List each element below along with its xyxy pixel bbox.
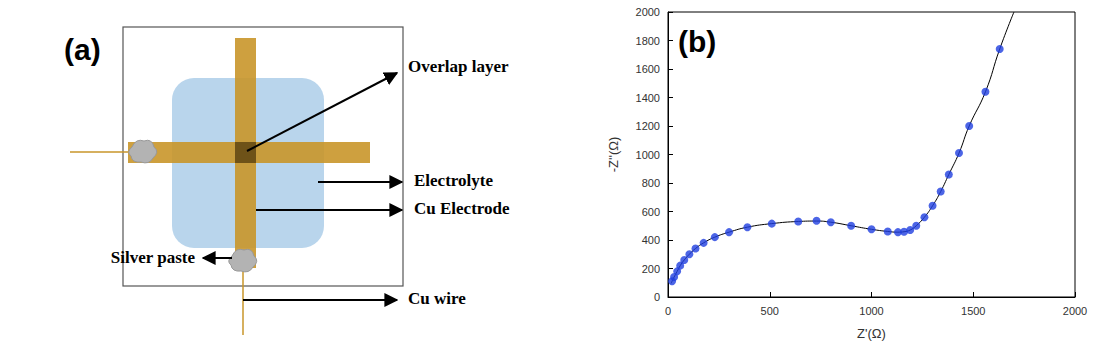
svg-text:(b): (b): [678, 25, 716, 58]
svg-text:Z'(Ω): Z'(Ω): [857, 326, 886, 341]
svg-text:0: 0: [654, 291, 660, 303]
svg-text:500: 500: [761, 305, 779, 317]
svg-text:600: 600: [642, 206, 660, 218]
svg-text:Cu Electrode: Cu Electrode: [414, 199, 510, 218]
svg-text:1000: 1000: [859, 305, 883, 317]
svg-text:(a): (a): [64, 33, 101, 66]
svg-text:Cu wire: Cu wire: [408, 289, 466, 308]
svg-text:200: 200: [642, 263, 660, 275]
svg-text:0: 0: [665, 305, 671, 317]
svg-text:Silver paste: Silver paste: [111, 248, 196, 267]
svg-text:1600: 1600: [636, 63, 660, 75]
svg-text:2000: 2000: [1063, 305, 1087, 317]
svg-text:1200: 1200: [636, 120, 660, 132]
svg-text:-Z''(Ω): -Z''(Ω): [606, 137, 621, 173]
svg-text:1400: 1400: [636, 92, 660, 104]
svg-text:Electrolyte: Electrolyte: [414, 171, 493, 190]
svg-text:Overlap layer: Overlap layer: [408, 57, 509, 76]
svg-text:2000: 2000: [636, 6, 660, 18]
svg-text:400: 400: [642, 234, 660, 246]
svg-text:1800: 1800: [636, 35, 660, 47]
svg-text:1500: 1500: [961, 305, 985, 317]
svg-text:800: 800: [642, 177, 660, 189]
svg-text:1000: 1000: [636, 149, 660, 161]
